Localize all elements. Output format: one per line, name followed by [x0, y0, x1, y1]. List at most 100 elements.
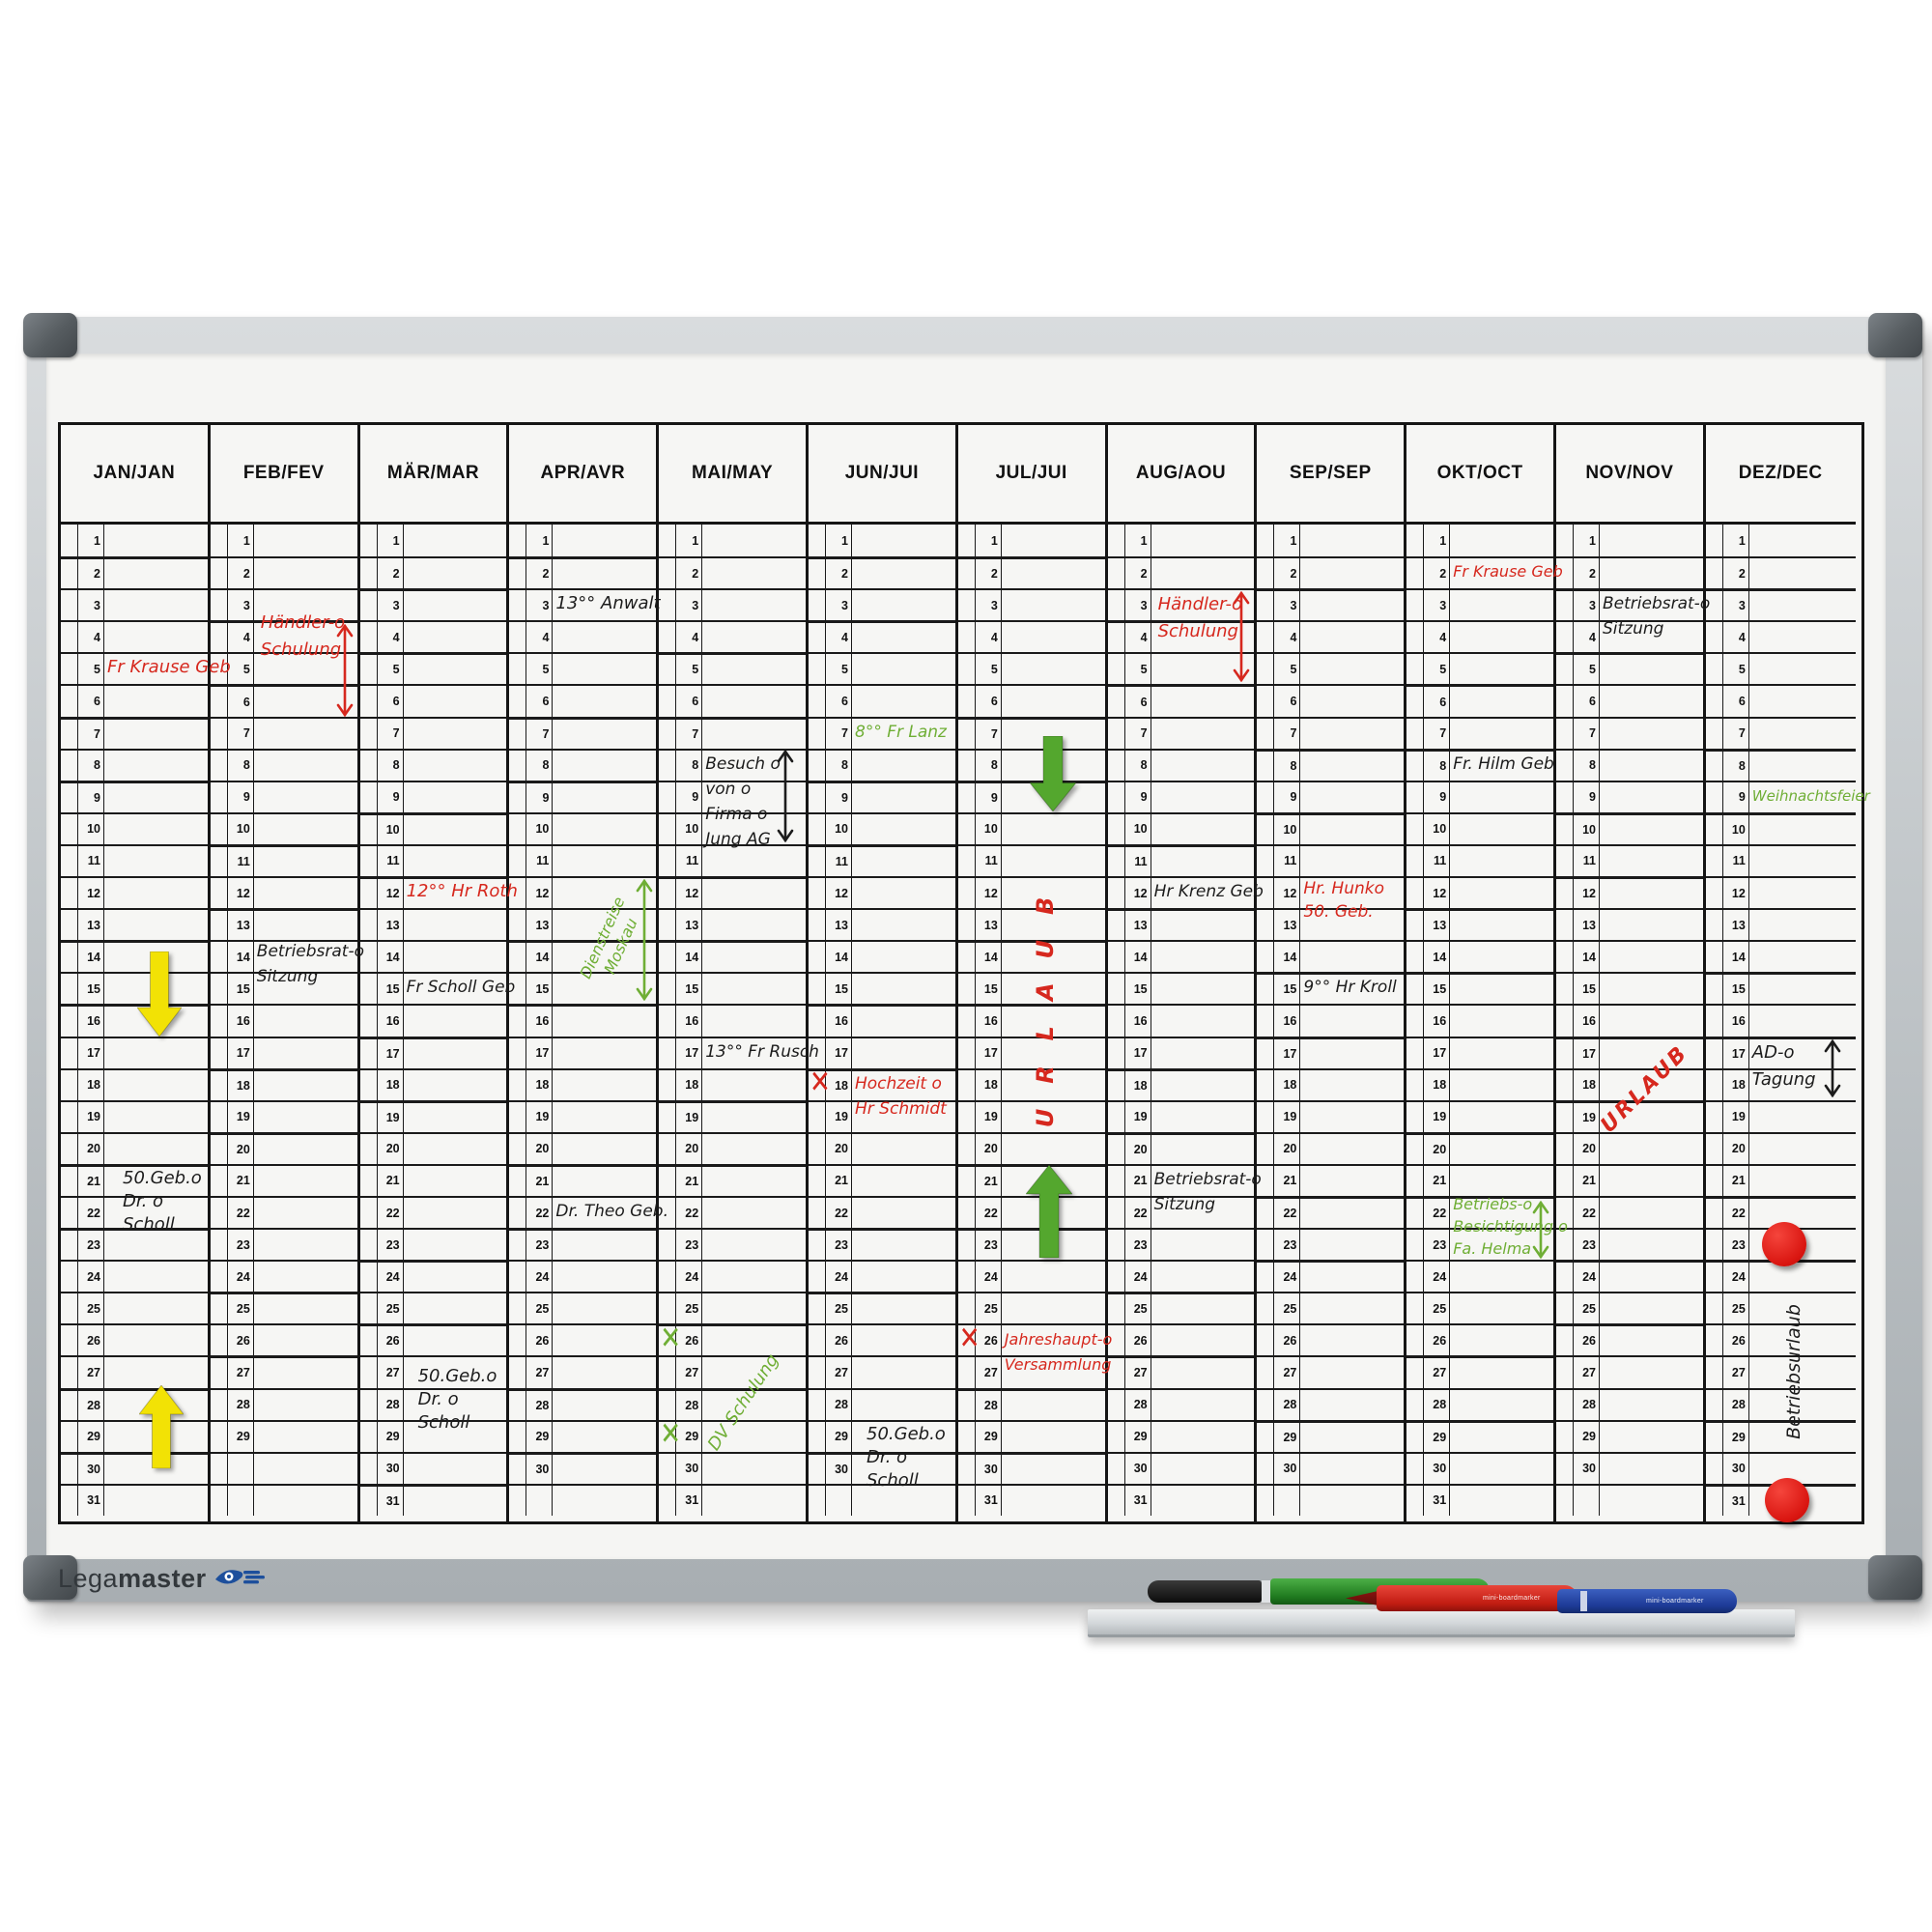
mark-cell [509, 750, 527, 781]
day-number: 10 [1424, 813, 1451, 844]
day-row: 14 [359, 940, 507, 973]
entry-cell [254, 525, 357, 556]
mark-cell [509, 1197, 527, 1229]
day-row: 6 [1406, 684, 1553, 717]
day-number: 18 [1274, 1069, 1301, 1100]
entry-cell [1749, 1006, 1856, 1036]
day-row: 24 [809, 1260, 955, 1293]
day-row: 21 [359, 1163, 507, 1196]
day-row: 10 [1107, 811, 1255, 844]
mark-cell [809, 623, 826, 653]
entry-cell [1002, 1007, 1105, 1036]
day-row: 21 [659, 1163, 806, 1196]
mark-cell [809, 1007, 826, 1037]
day-number: 28 [78, 1390, 104, 1420]
mark-cell [1706, 845, 1723, 877]
day-number: 21 [1574, 1165, 1600, 1196]
mark-cell [509, 1069, 527, 1100]
day-number: 1 [228, 525, 254, 557]
mark-cell [360, 1421, 378, 1452]
day-row: 18 [809, 1067, 955, 1100]
mark-cell [509, 974, 527, 1005]
day-number: 16 [228, 1006, 254, 1037]
entry-cell [254, 1422, 357, 1452]
mark-cell [211, 1453, 228, 1484]
entry-cell [1749, 1166, 1856, 1196]
day-row: 30 [809, 1451, 955, 1484]
day-row: 4 [210, 620, 357, 653]
mark-cell [1257, 1198, 1275, 1229]
day-number: 17 [1424, 1037, 1451, 1068]
day-number: 4 [526, 622, 554, 653]
day-number: 11 [1125, 846, 1151, 877]
entry-cell [104, 1070, 208, 1100]
mark-cell [1556, 845, 1574, 877]
mark-cell [1556, 718, 1574, 749]
day-row: 24 [957, 1260, 1105, 1293]
day-number: 26 [1723, 1325, 1749, 1356]
day-number: 20 [1274, 1133, 1301, 1164]
mark-cell [360, 718, 378, 749]
entry-cell [1300, 782, 1404, 812]
mark-cell [659, 1102, 677, 1132]
marker-red: mini-boardmarker [1346, 1585, 1577, 1611]
mark-cell [211, 687, 228, 717]
day-number: 22 [1574, 1197, 1600, 1229]
mark-cell [659, 1421, 677, 1452]
day-number: 18 [1125, 1070, 1151, 1100]
marker-green-ring [1262, 1580, 1270, 1603]
mark-cell [1257, 622, 1275, 653]
entry-cell [1749, 1454, 1856, 1484]
day-number: 6 [976, 686, 1002, 717]
day-row: 16 [359, 1004, 507, 1037]
entry-cell [1300, 1230, 1404, 1260]
mark-cell [360, 1326, 378, 1356]
day-row: 21 [61, 1163, 208, 1196]
marker-red-label: mini-boardmarker [1483, 1595, 1541, 1602]
day-row: 1 [659, 525, 806, 557]
day-row: 19 [509, 1099, 657, 1132]
day-number: 31 [1125, 1485, 1151, 1516]
day-number: 29 [378, 1421, 404, 1452]
entry-cell [1002, 814, 1105, 844]
day-row: 17 [1406, 1036, 1553, 1068]
entry-cell [1450, 1262, 1553, 1292]
entry-cell [1002, 622, 1105, 652]
day-number: 28 [1125, 1389, 1151, 1420]
day-row: 6 [210, 684, 357, 717]
day-row: 5 [359, 652, 507, 685]
mark-cell [360, 974, 378, 1005]
entry-cell [553, 1486, 656, 1516]
day-number: 28 [526, 1390, 554, 1420]
mark-cell [1108, 558, 1125, 589]
mark-cell [809, 1389, 826, 1420]
day-number: 5 [378, 655, 404, 685]
day-number: 7 [78, 719, 104, 749]
day-row: 1 [360, 525, 507, 557]
day-number: 28 [976, 1390, 1002, 1420]
entry-cell [852, 1486, 955, 1516]
mark-cell [1556, 591, 1574, 621]
day-row: 13 [1406, 908, 1553, 941]
day-number: 28 [676, 1390, 703, 1420]
day-number: 28 [1274, 1389, 1301, 1420]
mark-cell [1406, 1069, 1425, 1100]
entry-cell [104, 1357, 208, 1387]
entry-cell [1002, 1167, 1105, 1196]
day-number: 20 [378, 1133, 404, 1164]
day-row: 2 [809, 556, 955, 589]
entry-cell [104, 1231, 208, 1260]
day-number: 29 [1723, 1422, 1749, 1452]
day-number: 14 [826, 942, 852, 973]
day-number: 19 [526, 1101, 554, 1132]
day-row: 29 [1556, 1419, 1703, 1452]
brand-wordmark: Legamaster [58, 1564, 207, 1594]
mark-cell [1257, 1165, 1275, 1196]
day-row: 9 [359, 780, 507, 812]
mark-cell [809, 525, 826, 557]
mark-cell [1556, 1133, 1574, 1164]
day-row: 5 [957, 652, 1105, 685]
entry-cell [553, 943, 656, 972]
day-number: 1 [1723, 525, 1749, 557]
day-row: 13 [1107, 908, 1255, 941]
